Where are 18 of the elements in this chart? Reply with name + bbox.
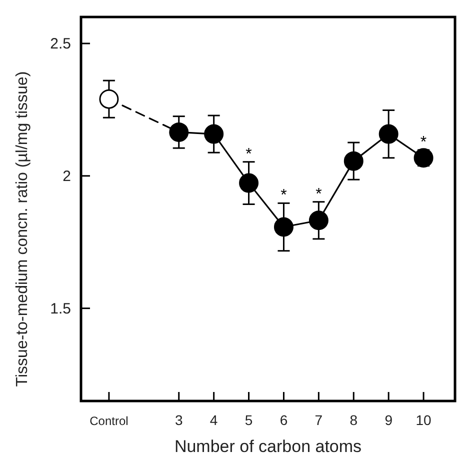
y-tick-label: 2 [62,168,71,186]
x-tick-label: 4 [210,412,218,428]
annotation: * [246,146,252,163]
y-tick-label: 2.5 [50,36,71,53]
x-tick-label: 6 [280,412,288,428]
x-axis-title: Number of carbon atoms [174,437,362,456]
x-tick-label: 10 [416,412,432,428]
x-tick-label: 8 [350,412,358,428]
x-tick-label: 7 [314,412,323,428]
x-tick-label: Control [90,414,128,428]
annotation: * [420,134,427,151]
x-tick-label: 9 [384,412,393,428]
x-tick-label: 5 [244,412,253,428]
x-tick-label: 3 [174,412,183,428]
annotation: * [316,186,322,203]
y-tick-label: 1.5 [50,300,71,318]
annotation: * [280,187,287,204]
y-axis-title: Tissue-to-medium concn. ratio (µl/mg tissue) [14,71,31,387]
